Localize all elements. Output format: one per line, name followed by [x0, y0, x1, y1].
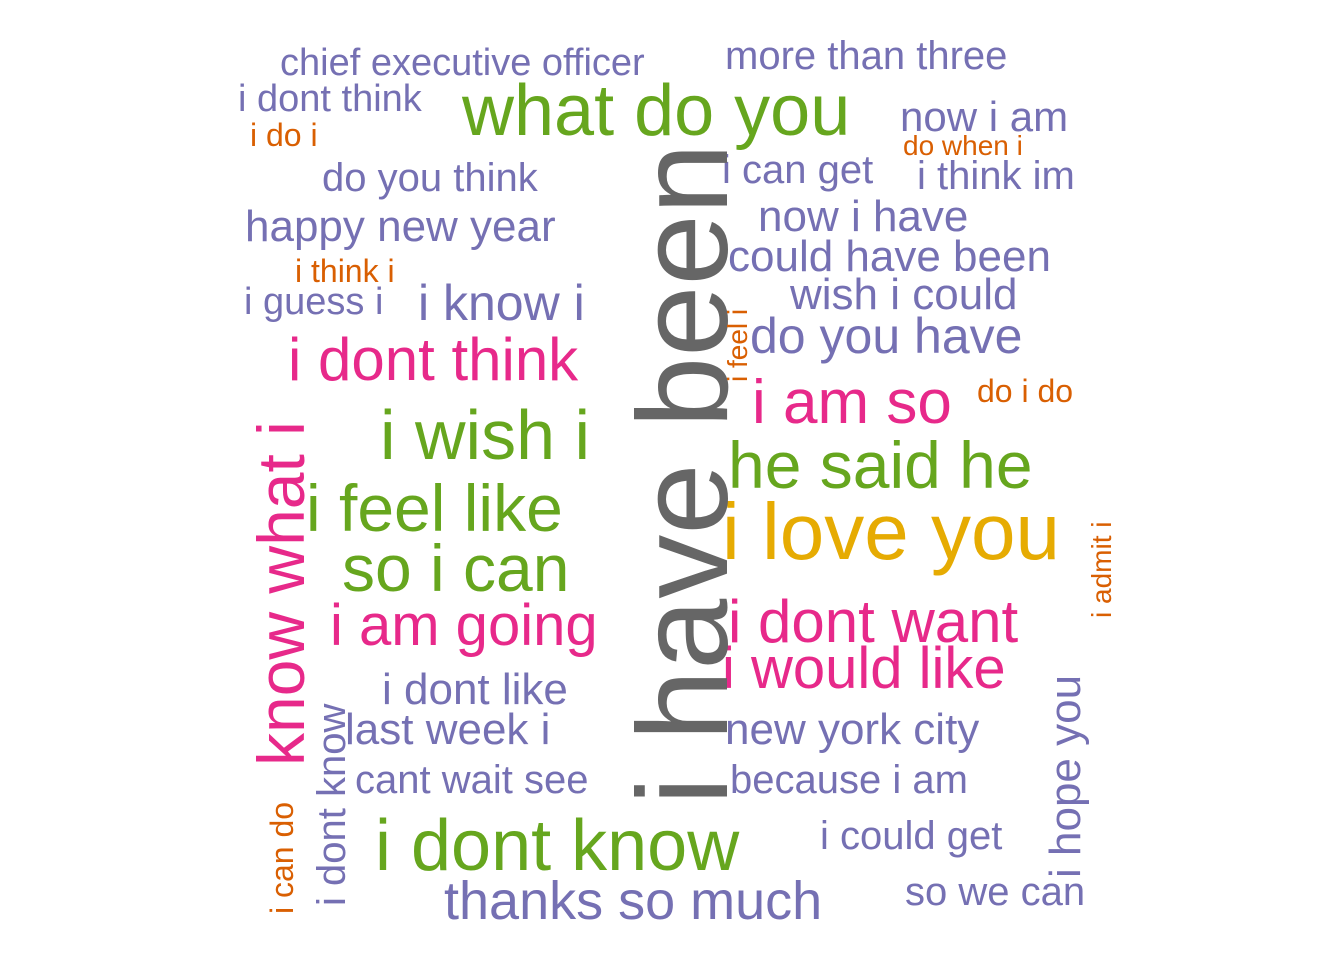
- word-happy-new-year: happy new year: [245, 202, 556, 251]
- word-could-have-been: could have been: [728, 232, 1051, 281]
- word-cant-wait-see: cant wait see: [355, 758, 589, 802]
- word-so-i-can: so i can: [342, 531, 570, 605]
- word-i-wish-i: i wish i: [380, 396, 591, 474]
- word-chief-executive-officer: chief executive officer: [280, 42, 645, 84]
- word-new-york-city: new york city: [725, 705, 980, 754]
- word-i-love-you: i love you: [722, 487, 1060, 576]
- word-do-you-think: do you think: [322, 156, 538, 200]
- word-thanks-so-much: thanks so much: [444, 871, 823, 931]
- word-i-dont-think-large: i dont think: [288, 326, 579, 393]
- word-i-can-get: i can get: [722, 148, 874, 192]
- word-i-think-i: i think i: [295, 253, 395, 289]
- word-i-dont-know-vertical: i dont know: [310, 703, 354, 906]
- word-i-admit-i: i admit i: [1086, 521, 1117, 618]
- word-because-i-am: because i am: [730, 758, 968, 802]
- word-know-what-i: know what i: [244, 421, 318, 766]
- word-i-do-i: i do i: [250, 117, 318, 153]
- word-i-dont-like: i dont like: [382, 665, 568, 714]
- word-he-said-he: he said he: [728, 428, 1033, 502]
- word-what-do-you: what do you: [462, 71, 851, 151]
- word-now-i-am: now i am: [900, 93, 1069, 140]
- word-i-guess-i: i guess i: [244, 281, 384, 323]
- word-do-you-have: do you have: [750, 308, 1023, 364]
- word-wish-i-could: wish i could: [790, 270, 1018, 319]
- word-i-am-going: i am going: [330, 593, 598, 658]
- word-i-can-do: i can do: [264, 801, 300, 914]
- word-i-know-i: i know i: [418, 275, 585, 331]
- word-last-week-i: last week i: [345, 705, 551, 754]
- word-i-dont-know-large: i dont know: [375, 806, 740, 886]
- word-i-am-so: i am so: [752, 368, 952, 437]
- word-do-when-i: do when i: [903, 130, 1023, 161]
- word-i-think-im: i think im: [917, 154, 1075, 198]
- word-i-feel-like: i feel like: [306, 471, 563, 545]
- word-i-dont-want: i dont want: [728, 588, 1019, 655]
- word-now-i-have: now i have: [758, 192, 969, 241]
- word-so-we-can: so we can: [905, 870, 1086, 914]
- word-i-hope-you: i hope you: [1041, 674, 1090, 878]
- word-i-feel-i: i feel i: [722, 308, 753, 382]
- word-do-i-do: do i do: [977, 373, 1074, 409]
- word-i-could-get: i could get: [820, 814, 1003, 858]
- word-i-would-like: i would like: [722, 636, 1006, 701]
- word-more-than-three: more than three: [725, 34, 1008, 78]
- word-i-dont-think-small: i dont think: [238, 78, 422, 120]
- word-i-have-been: i have been: [612, 143, 755, 805]
